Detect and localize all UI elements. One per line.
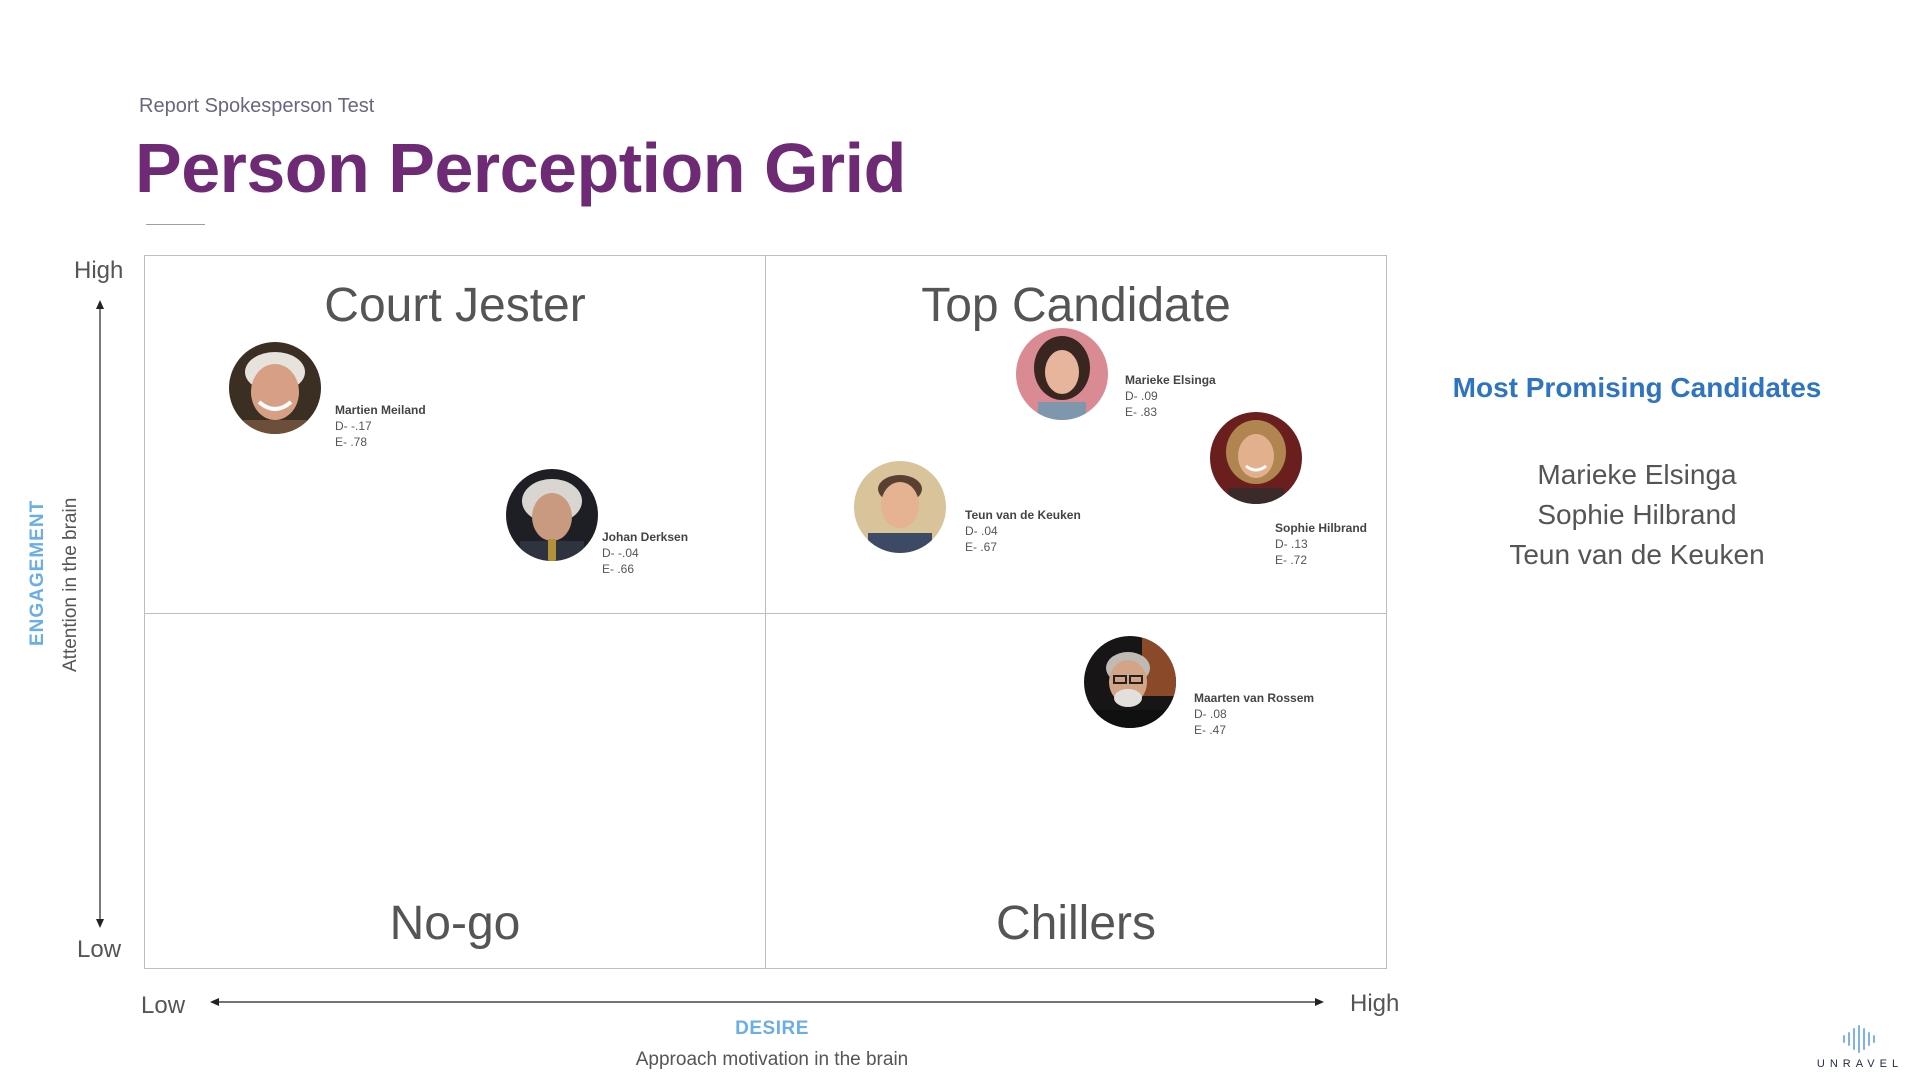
avatar — [229, 342, 321, 434]
list-item: Teun van de Keuken — [1509, 539, 1765, 570]
report-kicker: Report Spokesperson Test — [139, 95, 375, 117]
person-info: Johan Derksen D- -.04 E- .66 — [602, 529, 688, 577]
perception-grid: Court Jester Top Candidate No-go Chiller… — [144, 255, 1387, 969]
person-info: Sophie Hilbrand D- .13 E- .72 — [1275, 520, 1367, 568]
most-promising-title: Most Promising Candidates — [1452, 372, 1822, 403]
most-promising-list: Marieke Elsinga Sophie Hilbrand Teun van… — [1442, 455, 1832, 575]
grid-vertical-divider — [765, 256, 766, 968]
desire-score: D- .13 — [1275, 537, 1308, 551]
engagement-score: E- .66 — [602, 562, 635, 576]
avatar — [1016, 328, 1108, 420]
engagement-score: E- .83 — [1125, 405, 1158, 419]
person-name: Maarten van Rossem — [1194, 691, 1315, 705]
quadrant-label-top-candidate: Top Candidate — [921, 279, 1231, 332]
x-axis-low-label: Low — [141, 992, 186, 1019]
desire-score: D- .04 — [965, 524, 998, 538]
desire-score: D- .09 — [1125, 389, 1158, 403]
engagement-score: E- .78 — [335, 435, 368, 449]
avatar — [1210, 412, 1302, 504]
engagement-score: E- .72 — [1275, 553, 1308, 567]
x-axis-arrow — [210, 998, 1324, 1006]
avatar — [506, 469, 598, 561]
person-info: Maarten van Rossem D- .08 E- .47 — [1194, 690, 1314, 738]
desire-score: D- -.04 — [602, 546, 639, 560]
avatar — [1084, 636, 1176, 728]
person-info: Marieke Elsinga D- .09 E- .83 — [1125, 372, 1216, 420]
x-axis-high-label: High — [1350, 990, 1400, 1017]
engagement-score: E- .47 — [1194, 723, 1227, 737]
quadrant-label-no-go: No-go — [389, 897, 521, 950]
list-item: Sophie Hilbrand — [1537, 499, 1737, 530]
y-axis-high-label: High — [74, 257, 124, 284]
desire-score: D- .08 — [1194, 707, 1227, 721]
list-item: Marieke Elsinga — [1537, 459, 1737, 490]
person-name: Sophie Hilbrand — [1275, 521, 1368, 535]
person-info: Martien Meiland D- -.17 E- .78 — [335, 402, 426, 450]
page-title: Person Perception Grid — [135, 129, 906, 207]
x-axis-subtitle: Approach motivation in the brain — [635, 1049, 909, 1070]
y-axis-title: ENGAGEMENT — [27, 499, 48, 646]
grid-horizontal-divider — [145, 613, 1386, 614]
quadrant-label-chillers: Chillers — [995, 897, 1157, 950]
person-name: Marieke Elsinga — [1125, 373, 1216, 387]
avatar — [854, 461, 946, 553]
y-axis-subtitle: Attention in the brain — [60, 497, 81, 672]
desire-score: D- -.17 — [335, 419, 372, 433]
person-info: Teun van de Keuken D- .04 E- .67 — [965, 507, 1081, 555]
quadrant-label-court-jester: Court Jester — [324, 279, 586, 332]
y-axis-low-label: Low — [77, 936, 122, 963]
logo-text: UNRAVEL — [1816, 1058, 1904, 1070]
title-underline — [146, 224, 205, 225]
engagement-score: E- .67 — [965, 540, 998, 554]
person-name: Teun van de Keuken — [965, 508, 1081, 522]
person-name: Johan Derksen — [602, 530, 689, 544]
waveform-icon — [1843, 1025, 1875, 1053]
unravel-logo: UNRAVEL — [1812, 1020, 1908, 1074]
person-name: Martien Meiland — [335, 403, 426, 417]
y-axis-arrow — [96, 300, 104, 928]
x-axis-title: DESIRE — [735, 1018, 809, 1039]
